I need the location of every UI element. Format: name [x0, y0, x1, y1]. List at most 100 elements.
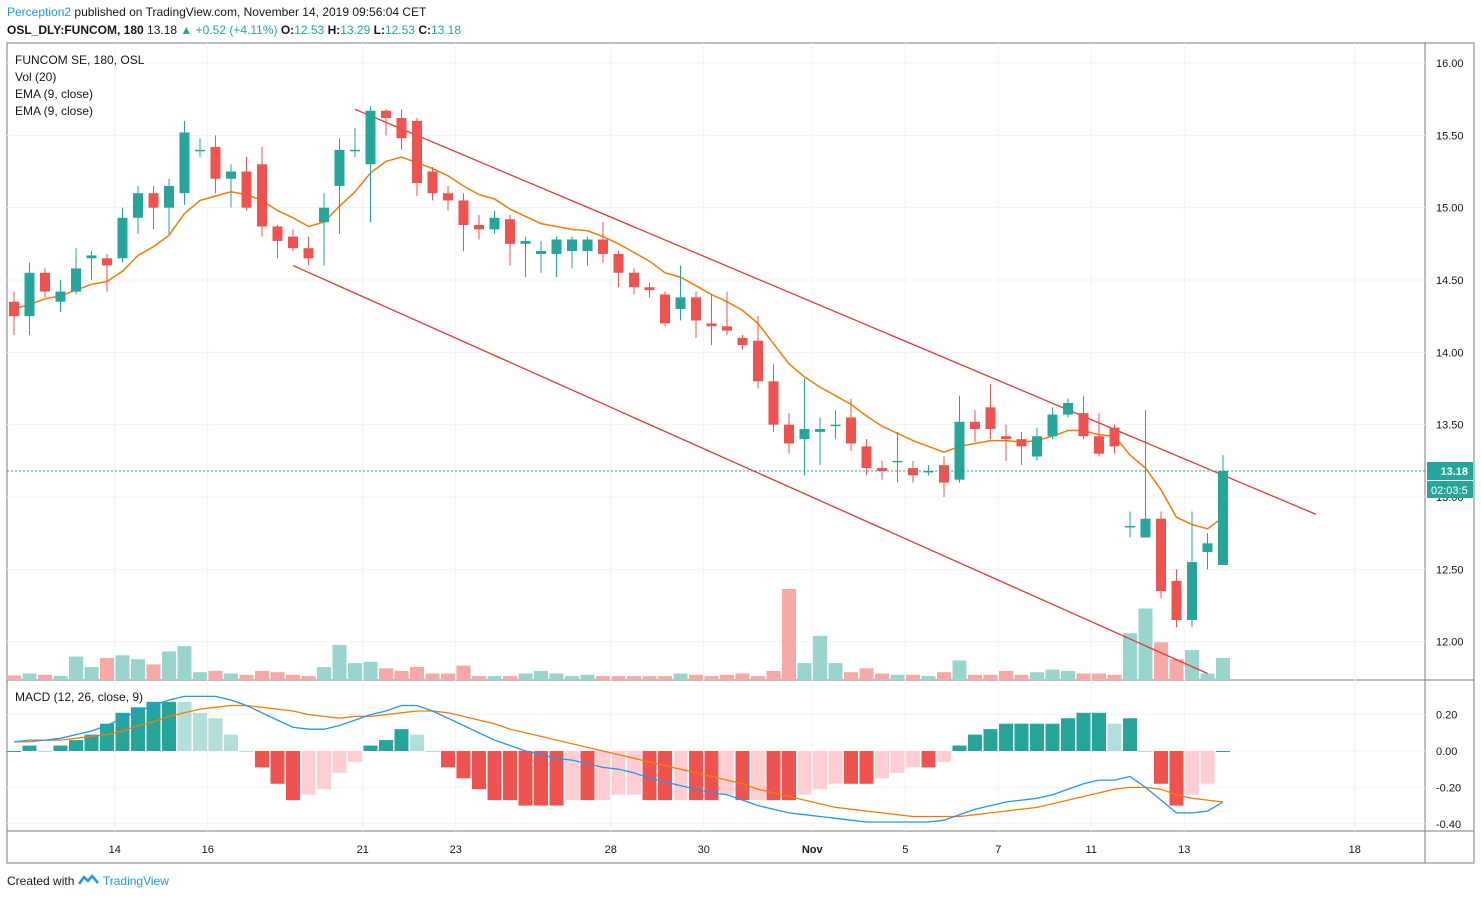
y-tick-label: 15.00	[1436, 203, 1464, 215]
candle-body	[753, 340, 763, 382]
candle-body	[846, 417, 856, 444]
macd-tick-label: -0.20	[1436, 782, 1461, 794]
candle-body	[675, 297, 686, 309]
volume-bar	[348, 663, 362, 680]
candle-body	[102, 258, 112, 266]
volume-bar	[410, 667, 424, 680]
volume-bar	[131, 659, 145, 680]
macd-histogram-bar	[999, 723, 1013, 751]
footer-brand[interactable]: TradingView	[102, 874, 169, 888]
macd-histogram-bar	[84, 734, 99, 751]
candle-body	[1063, 402, 1073, 415]
candle-body	[970, 421, 980, 430]
publish-info: Perception2 published on TradingView.com…	[7, 5, 426, 19]
candle-body	[210, 146, 221, 179]
candle-body	[830, 424, 841, 427]
candle-body	[148, 193, 159, 208]
candle-body	[582, 239, 593, 252]
candle-body	[241, 171, 252, 208]
macd-histogram-bar	[534, 751, 548, 806]
legend-macd: MACD (12, 26, close, 9)	[15, 690, 143, 704]
candle-body	[443, 193, 453, 201]
open-value: 12.53	[294, 23, 325, 37]
candle-body	[644, 287, 655, 291]
macd-tick-label: 0.20	[1436, 710, 1457, 722]
macd-histogram-bar	[518, 751, 533, 806]
candle-body	[1140, 518, 1151, 538]
macd-histogram-bar	[379, 740, 393, 751]
volume-bar	[193, 672, 207, 680]
candle-body	[272, 226, 283, 241]
price-badge: 13.18	[1427, 462, 1473, 480]
volume-bar	[596, 676, 610, 680]
volume-bar	[828, 663, 843, 680]
macd-histogram-bar	[193, 712, 207, 751]
macd-histogram-bar	[983, 729, 998, 751]
tradingview-logo-icon	[77, 874, 99, 885]
close-label: C:	[418, 23, 431, 37]
volume-bar	[394, 670, 409, 680]
volume-bar	[999, 670, 1013, 680]
footer: Created with TradingView	[7, 874, 169, 888]
volume-bar	[983, 674, 998, 680]
volume-bar	[673, 673, 688, 680]
candle-body	[1125, 525, 1135, 528]
up-arrow-icon: ▲	[180, 23, 193, 37]
volume-bar	[1014, 674, 1029, 680]
symbol-name[interactable]: OSL_DLY:FUNCOM, 180	[7, 23, 144, 37]
volume-bar	[503, 676, 517, 680]
candle-body	[892, 460, 903, 463]
macd-histogram-bar	[441, 751, 455, 768]
y-tick-label: 13.50	[1436, 420, 1464, 432]
macd-histogram-bar	[844, 751, 858, 784]
x-tick-label: 30	[698, 844, 710, 856]
candle-body	[737, 337, 748, 346]
candle-body	[365, 110, 376, 165]
volume-bar	[286, 674, 300, 680]
volume-bar	[208, 670, 223, 680]
candle-body	[40, 272, 50, 292]
macd-histogram-bar	[689, 751, 703, 801]
volume-bar	[53, 675, 68, 680]
macd-histogram-bar	[22, 745, 37, 751]
volume-bar	[1107, 674, 1122, 680]
candle-body	[427, 171, 438, 194]
macd-histogram-bar	[1123, 718, 1137, 751]
candle-body	[1156, 518, 1166, 592]
macd-histogram-bar	[177, 701, 192, 751]
macd-histogram-bar	[162, 701, 176, 751]
volume-bar	[115, 655, 130, 680]
macd-histogram-bar	[968, 734, 982, 751]
x-tick-label: 14	[109, 844, 121, 856]
candle-body	[381, 110, 391, 118]
volume-bar	[255, 670, 269, 680]
macd-histogram-bar	[611, 751, 626, 795]
ema-line	[13, 156, 1224, 530]
volume-bar	[549, 673, 564, 680]
candle-body	[923, 470, 934, 473]
candle-body	[520, 240, 531, 244]
volume-bar	[627, 676, 641, 680]
volume-bar	[332, 644, 347, 680]
candle-body	[505, 219, 515, 244]
volume-bar	[441, 673, 455, 680]
volume-bar	[177, 646, 192, 680]
price-change: +0.52 (+4.11%)	[195, 23, 278, 37]
volume-bar	[921, 676, 936, 680]
macd-histogram-bar	[1200, 751, 1215, 784]
macd-histogram-bar	[782, 751, 796, 801]
candle-body	[319, 207, 329, 223]
candle-body	[86, 255, 97, 259]
candle-body	[1078, 413, 1089, 437]
volume-bar	[937, 672, 951, 680]
x-tick-label: 11	[1086, 844, 1097, 856]
y-tick-label: 12.00	[1436, 637, 1464, 649]
macd-histogram-bar	[766, 751, 781, 801]
candle-body	[288, 236, 298, 249]
macd-histogram-bar	[363, 745, 378, 751]
macd-histogram-bar	[38, 751, 52, 752]
macd-histogram-bar	[1014, 723, 1029, 751]
author-link[interactable]: Perception2	[7, 5, 72, 19]
footer-created: Created with	[7, 874, 75, 888]
